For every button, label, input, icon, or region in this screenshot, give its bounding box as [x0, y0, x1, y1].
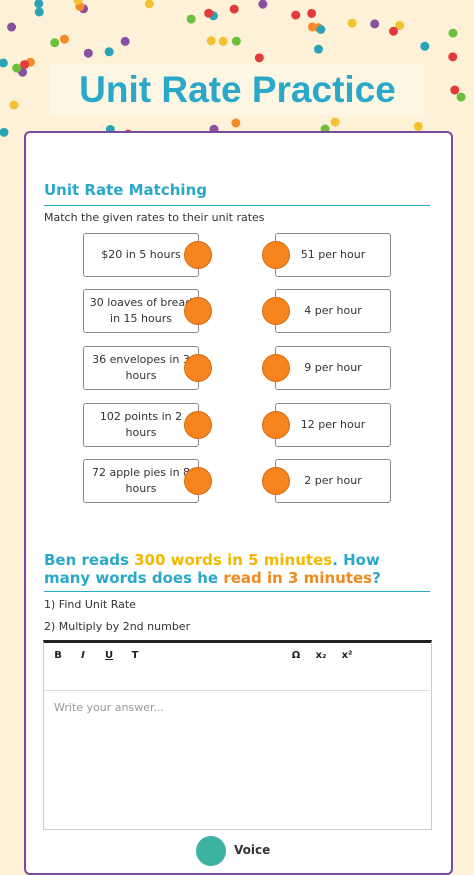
confetti-dot — [347, 18, 357, 28]
confetti-dot — [9, 100, 19, 110]
unit-rate-card[interactable]: 51 per hour — [275, 233, 391, 277]
toolbar-button[interactable]: T — [131, 650, 139, 661]
question-segment: read in 3 minutes — [223, 569, 373, 587]
confetti-dot — [254, 53, 264, 63]
confetti-dot — [7, 22, 17, 32]
confetti-dot — [313, 44, 323, 54]
confetti-dot — [20, 60, 30, 70]
confetti-dot — [307, 8, 317, 18]
unit-rate-card[interactable]: 4 per hour — [275, 289, 391, 333]
answer-editor[interactable] — [43, 640, 432, 830]
toolbar-button[interactable]: B — [54, 650, 62, 661]
confetti-dot — [104, 47, 114, 57]
step: 1) Find Unit Rate — [44, 598, 136, 611]
confetti-dot — [0, 58, 8, 68]
unit-rate-card[interactable]: 2 per hour — [275, 459, 391, 503]
question: Ben reads 300 words in 5 minutes. How ma… — [44, 551, 424, 587]
toolbar-button[interactable]: x₂ — [315, 650, 327, 661]
match-handle[interactable] — [262, 411, 290, 439]
voice-label: Voice — [234, 843, 271, 857]
confetti-dot — [258, 0, 268, 9]
heading-rule — [44, 591, 430, 592]
confetti-dot — [291, 10, 301, 20]
confetti-dot — [50, 38, 60, 48]
step: 2) Multiply by 2nd number — [44, 620, 191, 633]
match-handle[interactable] — [184, 354, 212, 382]
toolbar-button[interactable]: Ω — [291, 650, 301, 661]
confetti-dot — [120, 36, 130, 46]
confetti-dot — [218, 36, 228, 46]
instruction: Match the given rates to their unit rate… — [44, 211, 265, 224]
toolbar-button[interactable]: x² — [341, 650, 353, 661]
match-handle[interactable] — [262, 467, 290, 495]
rate-card[interactable]: 36 envelopes in 3 hours — [83, 346, 199, 390]
toolbar-button[interactable]: U — [104, 650, 114, 661]
confetti-dot — [395, 20, 405, 30]
confetti-dot — [186, 14, 196, 24]
confetti-dot — [12, 63, 22, 73]
match-handle[interactable] — [262, 241, 290, 269]
confetti-dot — [34, 0, 44, 9]
confetti-dot — [448, 52, 458, 62]
toolbar-button[interactable]: I — [81, 650, 85, 661]
answer-placeholder: Write your answer... — [54, 701, 164, 714]
confetti-dot — [456, 92, 466, 102]
confetti-dot — [370, 19, 380, 29]
rate-card[interactable]: 72 apple pies in 8 hours — [83, 459, 199, 503]
confetti-dot — [413, 121, 423, 131]
rate-card[interactable]: $20 in 5 hours — [83, 233, 199, 277]
voice-button[interactable] — [196, 836, 226, 866]
confetti-dot — [144, 0, 154, 9]
unit-rate-card[interactable]: 12 per hour — [275, 403, 391, 447]
confetti-dot — [231, 118, 241, 128]
confetti-dot — [83, 48, 93, 58]
match-handle[interactable] — [184, 241, 212, 269]
confetti-dot — [59, 34, 69, 44]
question-segment: . How many words does he — [44, 551, 380, 587]
match-handle[interactable] — [184, 297, 212, 325]
confetti-dot — [450, 85, 460, 95]
confetti-dot — [0, 127, 9, 137]
confetti-dot — [389, 26, 399, 36]
confetti-dot — [231, 36, 241, 46]
match-handle[interactable] — [262, 297, 290, 325]
confetti-dot — [204, 8, 214, 18]
confetti-dot — [229, 4, 239, 14]
match-handle[interactable] — [184, 411, 212, 439]
confetti-dot — [34, 7, 44, 17]
question-segment: Ben reads — [44, 551, 135, 569]
toolbar-divider — [44, 690, 430, 691]
heading-rule — [44, 205, 430, 206]
unit-rate-card[interactable]: 9 per hour — [275, 346, 391, 390]
confetti-dot — [316, 25, 326, 35]
rate-card[interactable]: 102 points in 2 hours — [83, 403, 199, 447]
confetti-dot — [420, 41, 430, 51]
confetti-dot — [448, 28, 458, 38]
page-title: Unit Rate Practice — [50, 64, 425, 116]
section-heading: Unit Rate Matching — [44, 181, 207, 199]
confetti-dot — [73, 0, 83, 5]
match-handle[interactable] — [184, 467, 212, 495]
match-handle[interactable] — [262, 354, 290, 382]
confetti-dot — [307, 22, 317, 32]
question-segment: 300 words in 5 minutes — [134, 551, 333, 569]
rate-card[interactable]: 30 loaves of bread in 15 hours — [83, 289, 199, 333]
confetti-dot — [330, 117, 340, 127]
confetti-dot — [206, 36, 216, 46]
question-segment: ? — [372, 569, 381, 587]
